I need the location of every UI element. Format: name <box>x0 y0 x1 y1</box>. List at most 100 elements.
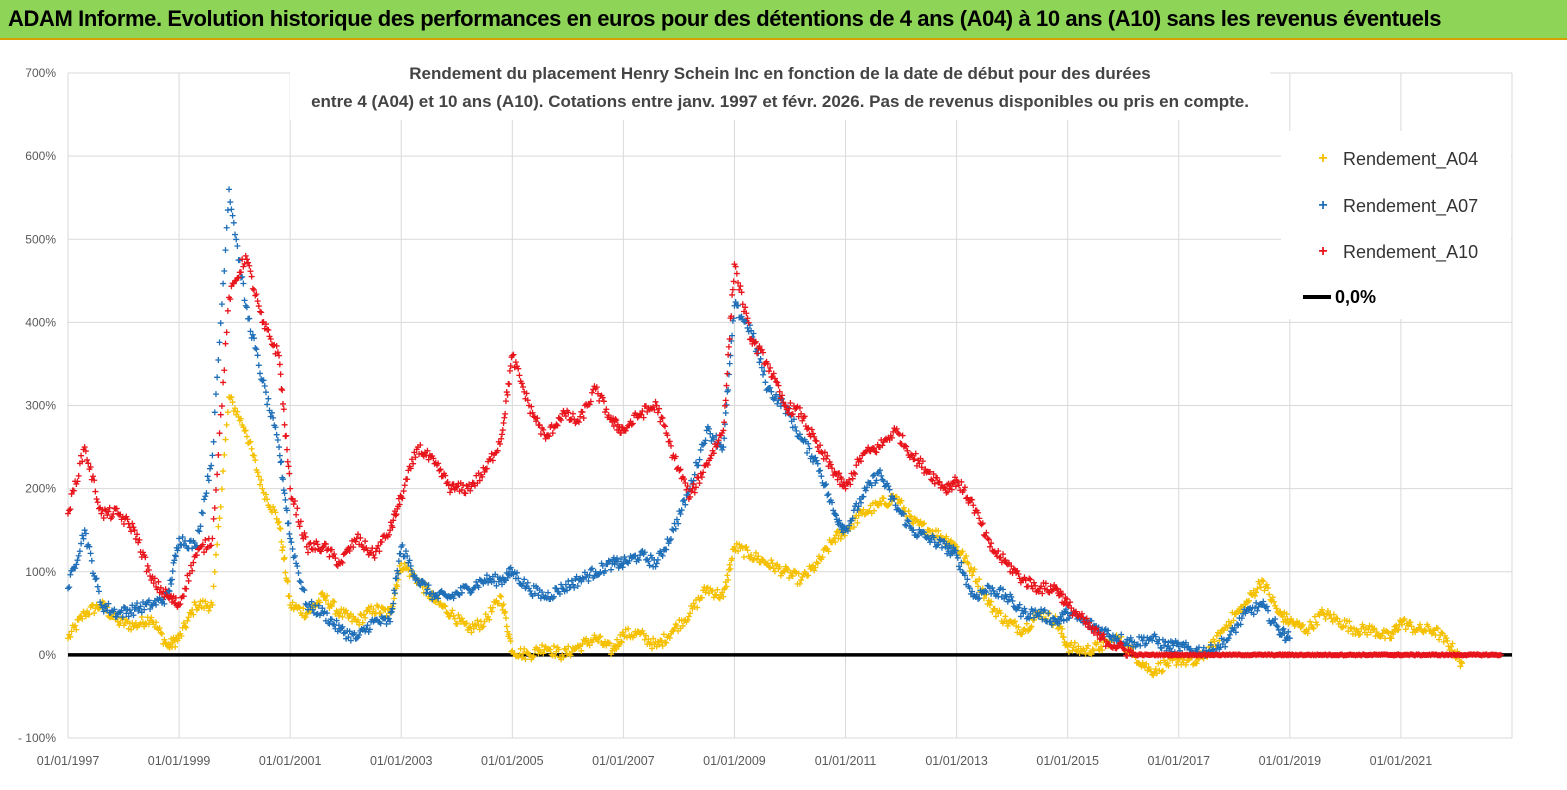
data-point-a04 <box>91 610 98 617</box>
data-point-a07 <box>390 600 397 607</box>
data-point-a10 <box>1021 574 1028 581</box>
data-point-a04 <box>814 560 821 567</box>
data-point-a10 <box>997 554 1004 561</box>
data-point-a07 <box>1009 597 1016 604</box>
data-point-a07 <box>229 212 236 219</box>
data-point-a04 <box>228 394 235 401</box>
data-point-a07 <box>545 589 552 596</box>
data-point-a07 <box>166 588 173 595</box>
data-point-a04 <box>1025 627 1032 634</box>
data-point-a07 <box>95 588 102 595</box>
data-point-a10 <box>1042 580 1049 587</box>
data-point-a10 <box>903 443 910 450</box>
data-point-a10 <box>1053 585 1060 592</box>
data-point-a07 <box>285 520 292 527</box>
data-point-a04 <box>339 613 346 620</box>
data-point-a07 <box>891 495 898 502</box>
data-point-a04 <box>1259 577 1266 584</box>
data-point-a10 <box>1039 590 1046 597</box>
data-point-a04 <box>755 553 762 560</box>
data-point-a10 <box>715 437 722 444</box>
data-point-a10 <box>258 309 265 316</box>
data-point-a07 <box>87 550 94 557</box>
data-point-a04 <box>354 617 361 624</box>
data-point-a10 <box>640 414 647 421</box>
data-point-a07 <box>539 589 546 596</box>
data-point-a10 <box>497 441 504 448</box>
data-point-a07 <box>286 530 293 537</box>
data-point-a07 <box>134 600 141 607</box>
y-tick-label: 400% <box>25 315 56 329</box>
data-point-a04 <box>575 643 582 650</box>
data-point-a07 <box>119 614 126 621</box>
data-point-a04 <box>501 610 508 617</box>
data-point-a07 <box>251 335 258 342</box>
data-point-a07 <box>673 516 680 523</box>
data-point-a07 <box>475 584 482 591</box>
data-point-a04 <box>811 567 818 574</box>
data-point-a10 <box>283 432 290 439</box>
data-point-a10 <box>396 501 403 508</box>
data-point-a10 <box>1083 615 1090 622</box>
data-point-a04 <box>748 552 755 559</box>
data-point-a04 <box>673 622 680 629</box>
data-point-a10 <box>227 296 234 303</box>
data-point-a07 <box>347 637 354 644</box>
data-point-a10 <box>524 397 531 404</box>
data-point-a10 <box>684 482 691 489</box>
data-point-a10 <box>346 547 353 554</box>
data-point-a07 <box>464 585 471 592</box>
data-point-a07 <box>817 467 824 474</box>
data-point-a07 <box>197 523 204 530</box>
data-point-a07 <box>168 576 175 583</box>
data-point-a10 <box>350 544 357 551</box>
data-point-a04 <box>362 614 369 621</box>
data-point-a07 <box>844 528 851 535</box>
data-point-a10 <box>628 421 635 428</box>
data-point-a04 <box>327 601 334 608</box>
data-point-a07 <box>76 548 83 555</box>
data-point-a10 <box>672 453 679 460</box>
data-point-a04 <box>1342 622 1349 629</box>
data-point-a10 <box>909 452 916 459</box>
data-point-a07 <box>966 585 973 592</box>
data-point-a07 <box>936 536 943 543</box>
data-point-a04 <box>251 452 258 459</box>
data-point-a07 <box>98 602 105 608</box>
data-point-a04 <box>1438 629 1445 636</box>
data-point-a07 <box>261 382 268 389</box>
data-point-a10 <box>297 518 304 525</box>
data-point-a04 <box>520 650 527 657</box>
data-point-a10 <box>613 417 620 424</box>
data-point-a07 <box>385 615 392 622</box>
data-point-a04 <box>694 604 701 611</box>
data-point-a10 <box>801 413 808 420</box>
data-point-a10 <box>404 476 411 483</box>
data-point-a07 <box>1281 630 1288 637</box>
data-point-a10 <box>724 370 731 377</box>
data-point-a10 <box>267 336 274 343</box>
data-point-a04 <box>659 642 666 649</box>
data-point-a04 <box>550 643 557 650</box>
data-point-a04 <box>1019 630 1026 637</box>
data-point-a10 <box>504 391 511 398</box>
data-point-a04 <box>1434 625 1441 632</box>
data-point-a10 <box>66 507 73 514</box>
data-point-a04 <box>1165 662 1172 669</box>
data-point-a07 <box>1041 606 1048 613</box>
data-point-a10 <box>963 495 970 502</box>
data-point-a07 <box>585 577 592 584</box>
data-point-a10 <box>401 482 408 489</box>
plus-marker-icon: + <box>1318 197 1328 214</box>
data-point-a10 <box>280 406 287 413</box>
x-tick-label: 01/01/2011 <box>815 754 877 768</box>
data-point-a10 <box>545 432 552 439</box>
data-point-a10 <box>467 487 474 494</box>
data-point-a07 <box>796 431 803 438</box>
data-point-a07 <box>994 590 1001 597</box>
data-point-a10 <box>677 466 684 473</box>
data-point-a10 <box>1117 639 1124 646</box>
data-point-a07 <box>80 535 87 542</box>
data-point-a10 <box>376 548 383 555</box>
data-point-a04 <box>959 548 966 555</box>
